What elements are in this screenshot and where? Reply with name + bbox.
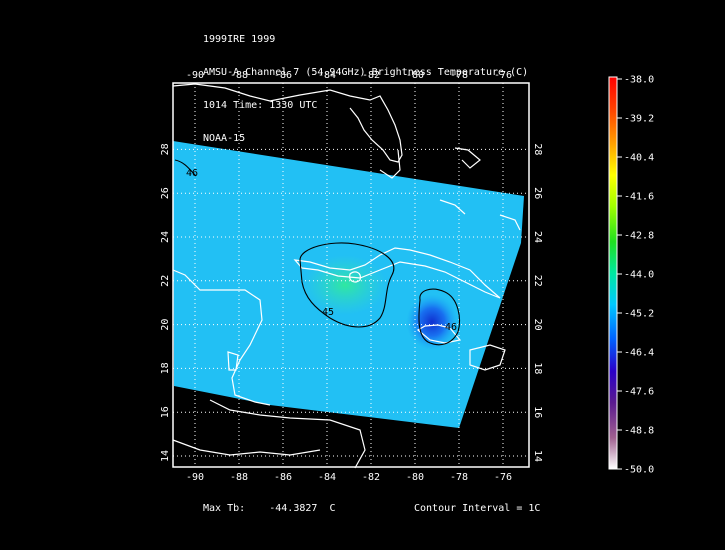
contour-labels: 45 46 46: [186, 168, 457, 333]
title-line-satellite: NOAA-15: [203, 133, 246, 144]
lon-tick-label-bottom: -76: [494, 472, 512, 483]
lat-tick-label-left: 16: [160, 406, 171, 418]
colorbar-tick-label: -50.0: [624, 465, 654, 476]
lon-tick-label-bottom: -84: [318, 472, 336, 483]
lat-lon-grid: [173, 83, 529, 467]
lat-tick-label-left: 20: [160, 319, 171, 331]
lon-tick-label-bottom: -90: [186, 472, 204, 483]
longitude-ticks-bottom: -90 -88 -86 -84 -82 -80 -78 -76: [186, 472, 512, 483]
lat-tick-label-right: 14: [532, 450, 543, 462]
colorbar-tick-label: -46.4: [624, 348, 654, 359]
title-line-storm: 1999IRE 1999: [203, 34, 276, 45]
contour-label-46: 46: [445, 322, 457, 333]
lon-tick-label-top: -86: [274, 70, 292, 81]
contour-label-45a: 45: [322, 307, 334, 318]
latitude-ticks-left: 14 16 18 20 22 24 26 28: [160, 143, 171, 462]
colorbar-tick-label: -48.8: [624, 426, 654, 437]
lat-tick-label-left: 26: [160, 187, 171, 199]
lat-tick-label-right: 26: [532, 187, 543, 199]
colorbar-tick-label: -42.8: [624, 231, 654, 242]
colorbar-tick-label: -44.0: [624, 270, 654, 281]
lat-tick-label-left: 14: [160, 450, 171, 462]
contour-label-46b: 46: [186, 168, 198, 179]
lon-tick-label-bottom: -78: [450, 472, 468, 483]
colorbar: [608, 76, 618, 470]
lon-tick-label-bottom: -88: [230, 472, 248, 483]
max-tb-label: Max Tb:: [203, 503, 246, 514]
lat-tick-label-right: 16: [532, 406, 543, 418]
contour-46-west: [174, 159, 197, 177]
max-tb-readout: Max Tb: -44.3827 C: [203, 503, 336, 514]
lon-tick-label-bottom: -82: [362, 472, 380, 483]
lat-tick-label-right: 18: [532, 362, 543, 374]
title-line-time: 1014 Time: 1330 UTC: [203, 100, 318, 111]
lon-tick-label-bottom: -86: [274, 472, 292, 483]
title-block: 1999IRE 1999 AMSU-A Channel 7 (54.94GHz)…: [203, 12, 528, 155]
lat-tick-label-right: 22: [532, 275, 543, 287]
contour-45-warm: [299, 242, 395, 328]
lat-tick-label-left: 24: [160, 231, 171, 243]
lon-tick-label-top: -78: [450, 70, 468, 81]
max-tb-unit: C: [329, 503, 336, 514]
latitude-ticks-right: 14 16 18 20 22 24 26 28: [532, 143, 543, 462]
contour-interval: Contour Interval = 1C: [414, 503, 541, 514]
colorbar-tick-label: -40.4: [624, 153, 654, 164]
lon-tick-label-top: -84: [318, 70, 336, 81]
colorbar-labels: -38.0 -39.2 -40.4 -41.6 -42.8 -44.0 -45.2 -46.4…: [617, 75, 654, 476]
lat-tick-label-left: 22: [160, 275, 171, 287]
lat-tick-label-right: 28: [532, 143, 543, 155]
coastlines: [172, 83, 521, 469]
colorbar-tick-label: -38.0: [624, 75, 654, 86]
longitude-ticks-top: -90 -88 -86 -84 -82 -80 -78 -76: [186, 70, 512, 81]
lat-tick-label-right: 20: [532, 319, 543, 331]
colorbar-tick-label: -45.2: [624, 309, 654, 320]
lat-tick-label-left: 28: [160, 143, 171, 155]
title-line-channel: AMSU-A Channel 7 (54.94GHz) Brightness T…: [203, 67, 529, 78]
temperature-contours: [174, 159, 461, 346]
lon-tick-label-top: -90: [186, 70, 204, 81]
colorbar-tick-label: -47.6: [624, 387, 654, 398]
lat-tick-label-left: 18: [160, 362, 171, 374]
lon-tick-label-bottom: -80: [406, 472, 424, 483]
lon-tick-label-top: -82: [362, 70, 380, 81]
lon-tick-label-top: -80: [406, 70, 424, 81]
colorbar-tick-label: -41.6: [624, 192, 654, 203]
warm-core-region: [303, 255, 387, 315]
contour-46-cold: [418, 288, 461, 346]
lon-tick-label-top: -76: [494, 70, 512, 81]
colorbar-tick-label: -39.2: [624, 114, 654, 125]
lat-tick-label-right: 24: [532, 231, 543, 243]
lon-tick-label-top: -88: [230, 70, 248, 81]
max-tb-value: -44.3827: [269, 503, 318, 514]
map-frame: [172, 82, 530, 468]
